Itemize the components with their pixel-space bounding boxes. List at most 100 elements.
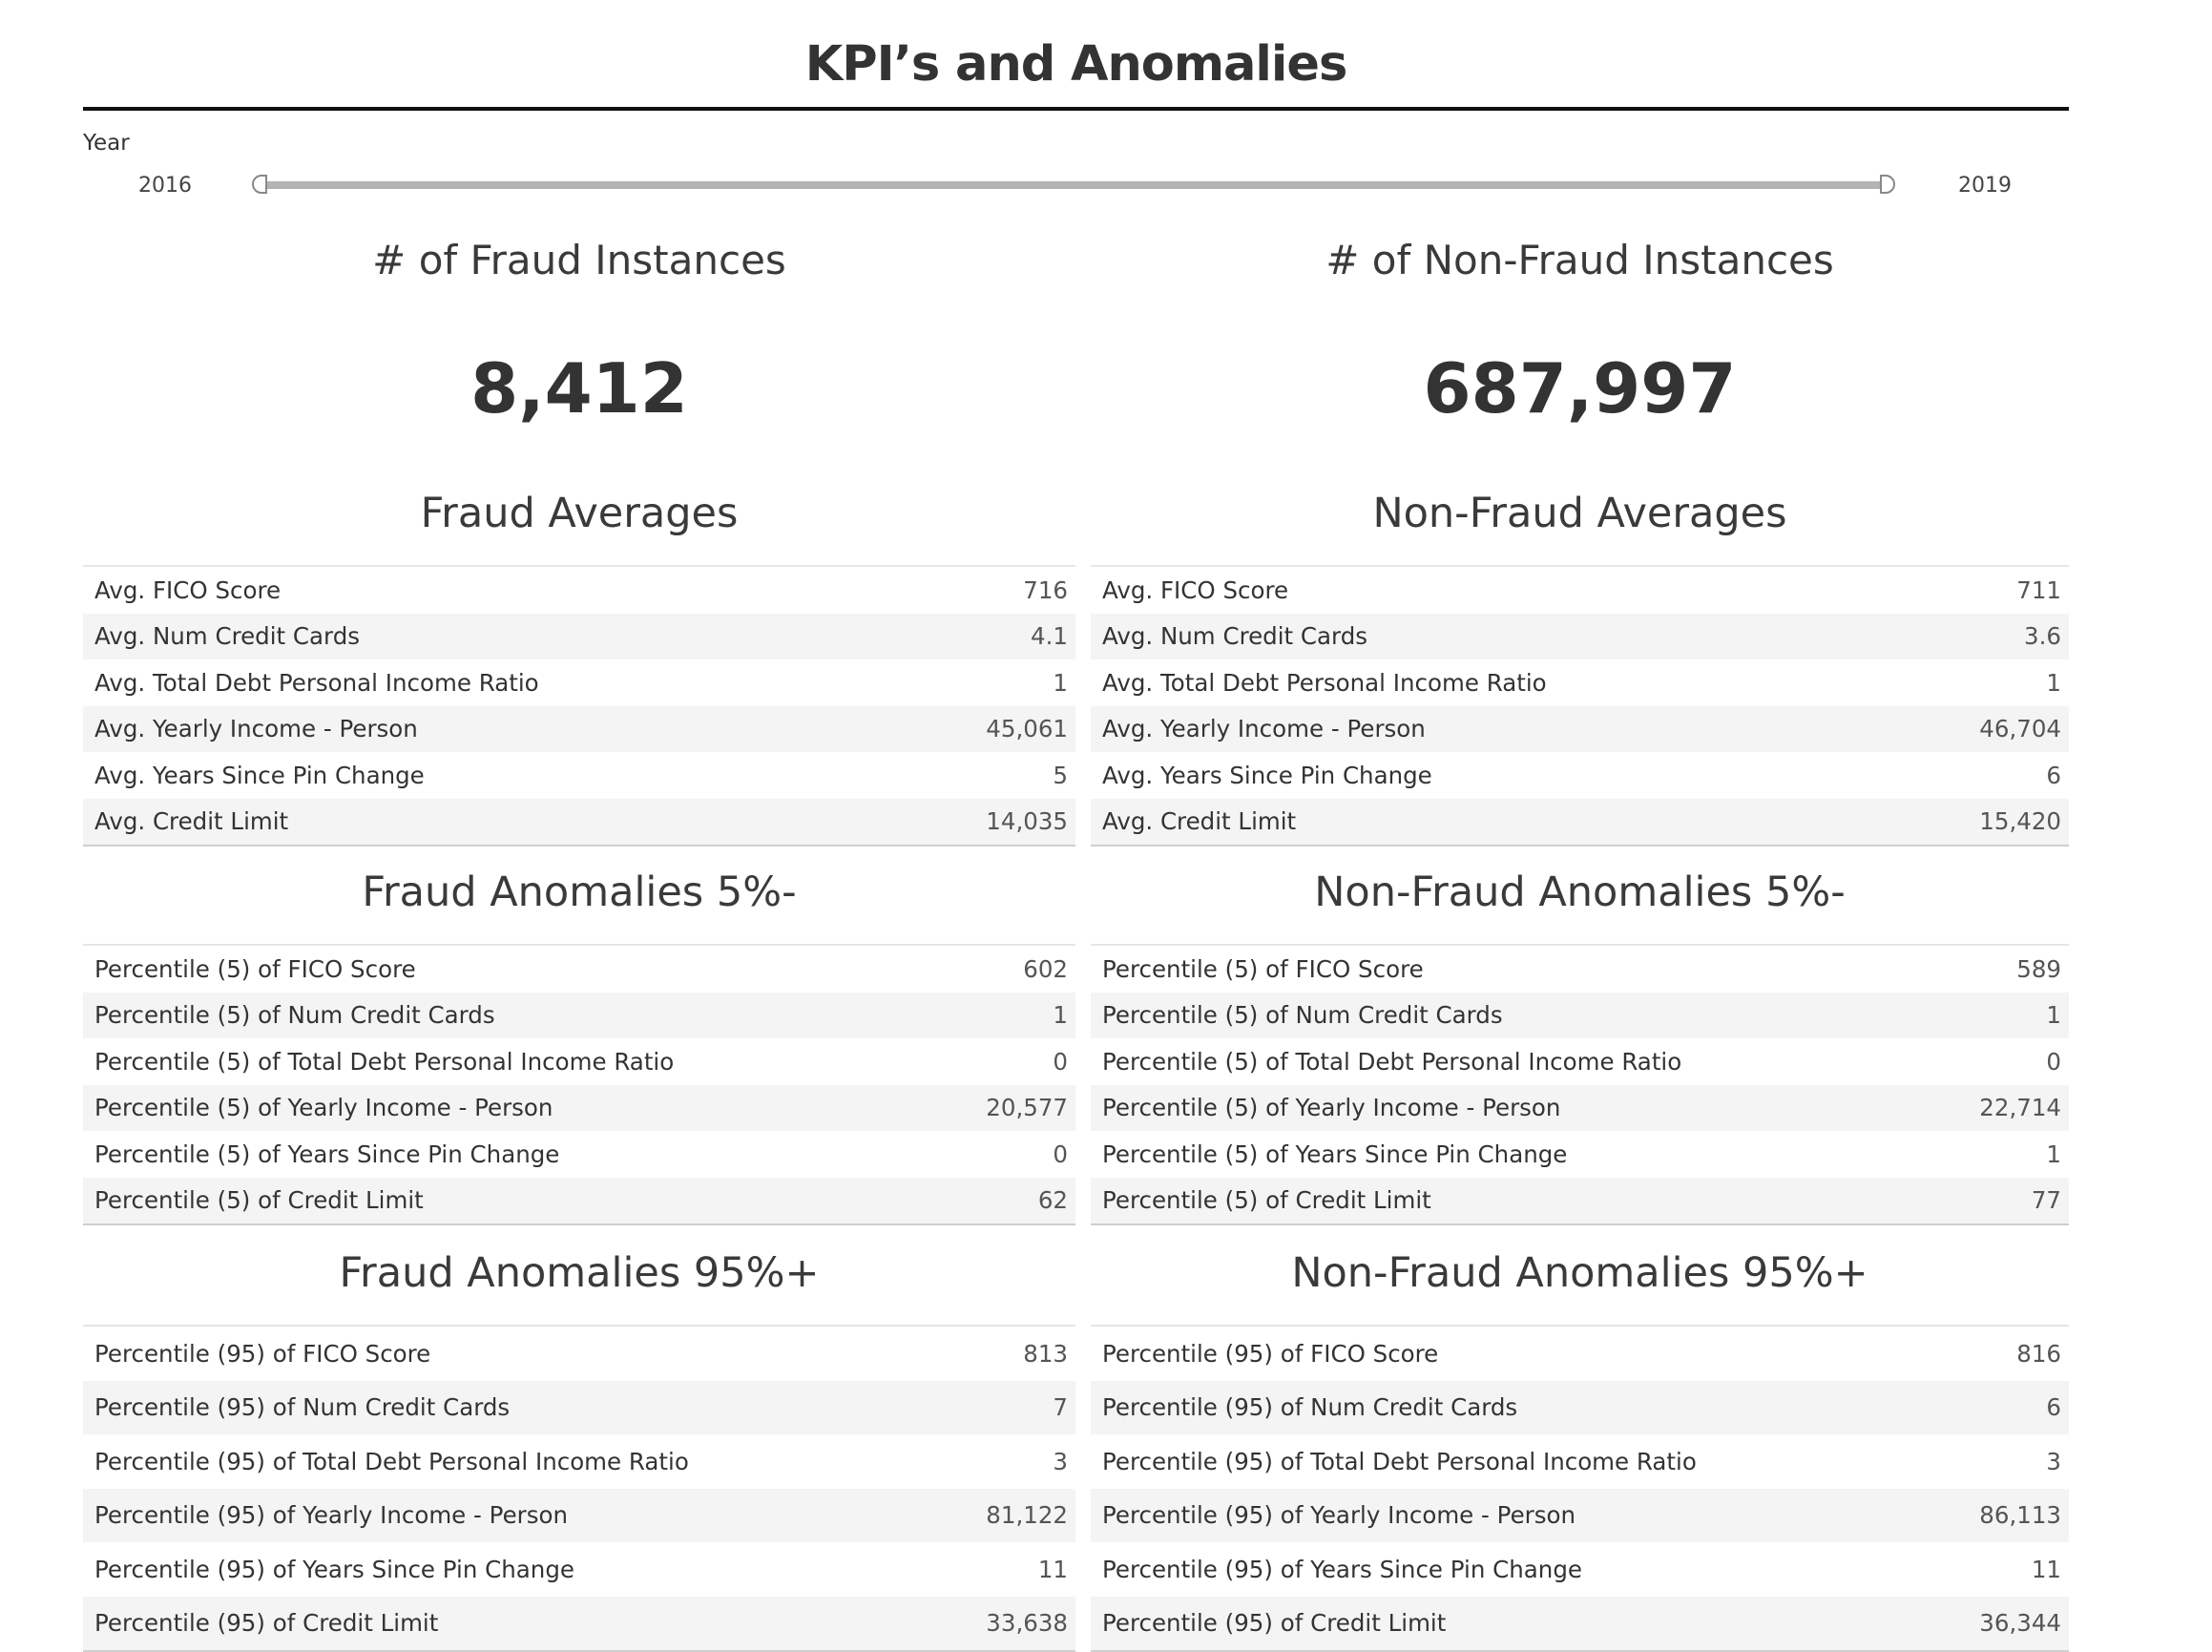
metric-value: 0 bbox=[1053, 1140, 1068, 1168]
metric-label: Percentile (95) of Years Since Pin Chang… bbox=[94, 1555, 574, 1583]
metric-value: 33,638 bbox=[986, 1609, 1068, 1638]
nonfraud-averages-table: Avg. FICO Score 711 Avg. Num Credit Cards 3… bbox=[1091, 565, 2069, 847]
metric-label: Percentile (5) of FICO Score bbox=[94, 954, 416, 983]
metric-value: 602 bbox=[1023, 954, 1068, 983]
metric-value: 11 bbox=[1037, 1555, 1068, 1583]
metric-label: Avg. FICO Score bbox=[94, 575, 282, 604]
metric-value: 716 bbox=[1023, 575, 1068, 604]
metric-value: 81,122 bbox=[986, 1501, 1068, 1530]
table-row: Percentile (5) of FICO Score 589 bbox=[1091, 946, 2069, 993]
table-row: Percentile (95) of Yearly Income - Perso… bbox=[83, 1488, 1075, 1542]
table-row: Avg. Total Debt Personal Income Ratio 1 bbox=[1091, 659, 2069, 706]
fraud-low-anomalies-title: Fraud Anomalies 5%- bbox=[362, 868, 797, 916]
metric-value: 6 bbox=[2046, 761, 2061, 789]
metric-value: 816 bbox=[2016, 1339, 2061, 1368]
table-row: Percentile (5) of Credit Limit 62 bbox=[83, 1177, 1075, 1223]
metric-value: 22,714 bbox=[1979, 1094, 2061, 1122]
metric-label: Percentile (5) of Yearly Income - Person bbox=[94, 1094, 553, 1122]
metric-value: 14,035 bbox=[986, 807, 1068, 836]
metric-value: 11 bbox=[2031, 1555, 2061, 1583]
year-slider-end-handle[interactable] bbox=[1880, 175, 1895, 194]
nonfraud-high-anomalies-table: Percentile (95) of FICO Score 816 Percenti… bbox=[1091, 1325, 2069, 1652]
fraud-high-anomalies-title: Fraud Anomalies 95%+ bbox=[339, 1249, 820, 1297]
table-row: Percentile (95) of FICO Score 813 bbox=[83, 1327, 1075, 1381]
metric-label: Percentile (95) of Yearly Income - Perso… bbox=[94, 1501, 569, 1530]
fraud-low-anomalies-table: Percentile (5) of FICO Score 602 Percentil… bbox=[83, 944, 1075, 1225]
metric-label: Percentile (5) of Total Debt Personal In… bbox=[94, 1047, 675, 1076]
metric-label: Avg. Total Debt Personal Income Ratio bbox=[94, 668, 539, 697]
metric-label: Avg. Years Since Pin Change bbox=[1102, 761, 1432, 789]
metric-label: Avg. FICO Score bbox=[1102, 575, 1289, 604]
table-row: Avg. Num Credit Cards 4.1 bbox=[83, 613, 1075, 659]
metric-value: 1 bbox=[2046, 668, 2061, 697]
metric-label: Avg. Num Credit Cards bbox=[94, 622, 361, 651]
metric-label: Percentile (5) of Credit Limit bbox=[94, 1186, 424, 1215]
metric-value: 4.1 bbox=[1031, 622, 1068, 651]
metric-label: Percentile (5) of Num Credit Cards bbox=[1102, 1001, 1503, 1030]
table-row: Percentile (95) of Credit Limit 33,638 bbox=[83, 1596, 1075, 1650]
metric-value: 36,344 bbox=[1979, 1609, 2061, 1638]
table-row: Percentile (95) of FICO Score 816 bbox=[1091, 1327, 2069, 1381]
year-filter-min-label: 2016 bbox=[138, 174, 192, 198]
metric-label: Percentile (95) of Yearly Income - Perso… bbox=[1102, 1501, 1576, 1530]
year-filter-max-label: 2019 bbox=[1958, 174, 2012, 198]
table-row: Percentile (95) of Total Debt Personal I… bbox=[1091, 1434, 2069, 1489]
year-range-slider[interactable] bbox=[260, 181, 1889, 189]
metric-label: Percentile (5) of Years Since Pin Change bbox=[1102, 1140, 1568, 1168]
nonfraud-low-anomalies-table: Percentile (5) of FICO Score 589 Percentil… bbox=[1091, 944, 2069, 1225]
metric-label: Avg. Credit Limit bbox=[1102, 807, 1297, 836]
metric-value: 3.6 bbox=[2024, 622, 2061, 651]
table-row: Avg. Credit Limit 14,035 bbox=[83, 798, 1075, 845]
metric-value: 813 bbox=[1023, 1339, 1068, 1368]
metric-value: 45,061 bbox=[986, 715, 1068, 743]
metric-label: Percentile (5) of Yearly Income - Person bbox=[1102, 1094, 1561, 1122]
metric-value: 6 bbox=[2046, 1393, 2061, 1422]
table-row: Percentile (5) of Total Debt Personal In… bbox=[1091, 1038, 2069, 1085]
table-row: Avg. Yearly Income - Person 46,704 bbox=[1091, 705, 2069, 752]
table-row: Percentile (5) of Num Credit Cards 1 bbox=[83, 992, 1075, 1038]
metric-label: Avg. Yearly Income - Person bbox=[1102, 715, 1426, 743]
table-row: Avg. Num Credit Cards 3.6 bbox=[1091, 613, 2069, 659]
table-row: Percentile (95) of Num Credit Cards 7 bbox=[83, 1380, 1075, 1434]
metric-label: Percentile (95) of Num Credit Cards bbox=[1102, 1393, 1518, 1422]
metric-label: Percentile (95) of Years Since Pin Chang… bbox=[1102, 1555, 1582, 1583]
metric-value: 0 bbox=[1053, 1047, 1068, 1076]
metric-label: Percentile (95) of Total Debt Personal I… bbox=[1102, 1447, 1697, 1475]
metric-value: 46,704 bbox=[1979, 715, 2061, 743]
table-row: Percentile (5) of Years Since Pin Change… bbox=[83, 1131, 1075, 1178]
metric-label: Percentile (95) of Credit Limit bbox=[94, 1609, 439, 1638]
metric-label: Percentile (5) of FICO Score bbox=[1102, 954, 1424, 983]
fraud-high-anomalies-table: Percentile (95) of FICO Score 813 Percenti… bbox=[83, 1325, 1075, 1652]
metric-label: Avg. Years Since Pin Change bbox=[94, 761, 425, 789]
nonfraud-averages-title: Non-Fraud Averages bbox=[1372, 490, 1787, 537]
metric-value: 62 bbox=[1037, 1186, 1068, 1215]
table-row: Percentile (5) of Total Debt Personal In… bbox=[83, 1038, 1075, 1085]
year-slider-start-handle[interactable] bbox=[252, 175, 267, 194]
metric-value: 3 bbox=[1053, 1447, 1068, 1475]
table-row: Percentile (5) of Credit Limit 77 bbox=[1091, 1177, 2069, 1223]
metric-label: Avg. Yearly Income - Person bbox=[94, 715, 418, 743]
table-row: Avg. FICO Score 711 bbox=[1091, 567, 2069, 614]
metric-value: 0 bbox=[2046, 1047, 2061, 1076]
metric-value: 1 bbox=[2046, 1001, 2061, 1030]
nonfraud-low-anomalies-title: Non-Fraud Anomalies 5%- bbox=[1314, 868, 1846, 916]
table-row: Percentile (95) of Years Since Pin Chang… bbox=[1091, 1542, 2069, 1597]
metric-label: Percentile (95) of FICO Score bbox=[1102, 1339, 1439, 1368]
table-row: Percentile (5) of FICO Score 602 bbox=[83, 946, 1075, 993]
metric-label: Percentile (95) of Total Debt Personal I… bbox=[94, 1447, 689, 1475]
year-filter-label: Year bbox=[83, 131, 130, 156]
metric-label: Avg. Num Credit Cards bbox=[1102, 622, 1368, 651]
table-row: Avg. Years Since Pin Change 6 bbox=[1091, 752, 2069, 799]
nonfraud-instances-title: # of Non-Fraud Instances bbox=[1325, 237, 1834, 283]
table-row: Percentile (95) of Yearly Income - Perso… bbox=[1091, 1488, 2069, 1542]
fraud-averages-title: Fraud Averages bbox=[420, 490, 739, 537]
nonfraud-high-anomalies-title: Non-Fraud Anomalies 95%+ bbox=[1291, 1249, 1868, 1297]
metric-label: Percentile (5) of Total Debt Personal In… bbox=[1102, 1047, 1682, 1076]
table-row: Percentile (95) of Credit Limit 36,344 bbox=[1091, 1596, 2069, 1650]
table-row: Percentile (95) of Total Debt Personal I… bbox=[83, 1434, 1075, 1489]
metric-value: 1 bbox=[2046, 1140, 2061, 1168]
metric-value: 5 bbox=[1053, 761, 1068, 789]
metric-value: 589 bbox=[2016, 954, 2061, 983]
metric-value: 77 bbox=[2031, 1186, 2061, 1215]
fraud-instances-title: # of Fraud Instances bbox=[372, 237, 786, 283]
